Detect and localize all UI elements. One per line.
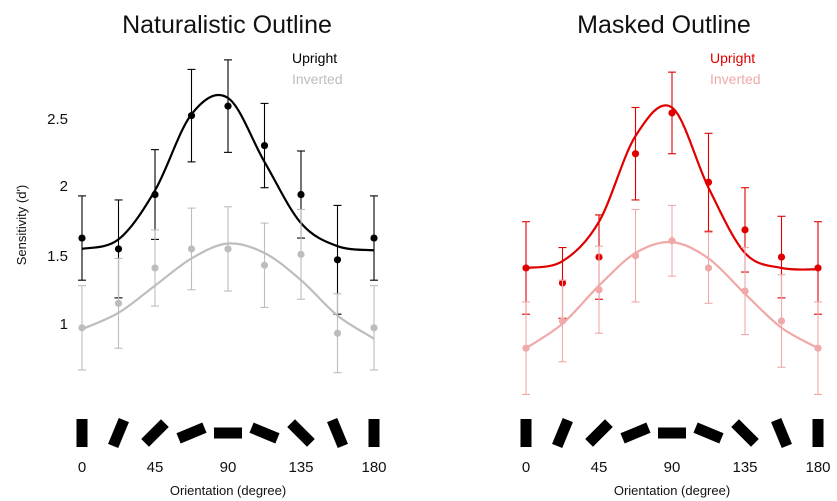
data-point — [224, 245, 232, 253]
data-point — [151, 264, 159, 272]
x-tick-label: 135 — [288, 459, 313, 476]
orientation-bar — [693, 422, 724, 444]
data-point — [114, 299, 123, 307]
orientation-bar — [327, 417, 348, 449]
orientation-bar — [214, 427, 242, 439]
panel-title: Naturalistic Outline — [122, 11, 332, 39]
legend-entry: Inverted — [710, 71, 761, 87]
x-axis-title: Orientation (degree) — [614, 483, 730, 498]
y-axis-title: Sensitivity (d') — [14, 185, 29, 266]
orientation-bar — [812, 419, 824, 447]
data-point — [224, 102, 232, 110]
data-point — [114, 245, 123, 253]
data-point — [297, 190, 305, 199]
orientation-bar — [141, 419, 169, 447]
panel-title: Masked Outline — [577, 11, 751, 39]
data-point — [78, 324, 86, 332]
orientation-bar — [520, 419, 532, 447]
data-point — [814, 344, 822, 352]
plot-area — [78, 59, 378, 374]
y-tick-label: 2 — [60, 178, 68, 195]
orientation-bar — [76, 419, 88, 447]
data-point — [704, 264, 713, 272]
data-point — [297, 250, 305, 258]
legend-entry: Upright — [292, 50, 337, 66]
data-point — [333, 329, 342, 337]
plot-area — [522, 71, 822, 395]
legend-entry: Upright — [710, 50, 755, 66]
data-point — [333, 256, 342, 264]
data-point — [558, 317, 567, 325]
data-point — [814, 264, 822, 272]
y-tick-label: 2.5 — [47, 111, 68, 128]
data-point — [187, 245, 196, 253]
x-tick-label: 180 — [805, 459, 830, 476]
orientation-bar — [108, 417, 129, 449]
panel-naturalistic: Naturalistic Outline Upright Inverted 2.… — [14, 11, 387, 498]
x-tick-label: 90 — [664, 459, 681, 476]
data-point — [260, 261, 269, 269]
data-point — [187, 112, 196, 120]
data-point — [777, 317, 786, 325]
orientation-bar — [249, 422, 280, 444]
data-point — [741, 226, 749, 234]
data-point — [631, 150, 640, 158]
data-point — [522, 264, 530, 272]
data-point — [370, 324, 378, 332]
orientation-bar — [620, 422, 651, 444]
data-point — [631, 252, 640, 260]
orientation-bar — [658, 427, 686, 439]
orientation-bars — [76, 417, 380, 449]
x-tick-label: 180 — [361, 459, 386, 476]
x-tick-label: 90 — [220, 459, 237, 476]
orientation-bar — [771, 417, 792, 449]
orientation-bars — [520, 417, 824, 449]
data-point — [668, 237, 676, 245]
data-point — [741, 287, 749, 295]
legend-entry: Inverted — [292, 71, 343, 87]
orientation-bar — [731, 419, 759, 447]
x-tick-label: 135 — [732, 459, 757, 476]
panel-masked: Masked Outline Upright Inverted 0 45 90 … — [520, 11, 831, 498]
orientation-bar — [368, 419, 380, 447]
data-point — [78, 234, 86, 242]
x-tick-label: 45 — [591, 459, 608, 476]
data-point — [151, 190, 159, 199]
data-point — [595, 286, 603, 294]
data-point — [668, 109, 676, 117]
orientation-bar — [552, 417, 573, 449]
orientation-bar — [287, 419, 315, 447]
orientation-bar — [176, 422, 207, 444]
orientation-bar — [585, 419, 613, 447]
data-point — [522, 344, 530, 352]
x-tick-label: 45 — [147, 459, 164, 476]
data-point — [777, 253, 786, 261]
data-point — [704, 178, 713, 186]
y-tick-label: 1.5 — [47, 248, 68, 265]
x-axis-title: Orientation (degree) — [170, 483, 286, 498]
data-point — [370, 234, 378, 242]
x-tick-label: 0 — [522, 459, 530, 476]
y-tick-label: 1 — [60, 316, 68, 333]
x-tick-label: 0 — [78, 459, 86, 476]
data-point — [260, 141, 269, 150]
